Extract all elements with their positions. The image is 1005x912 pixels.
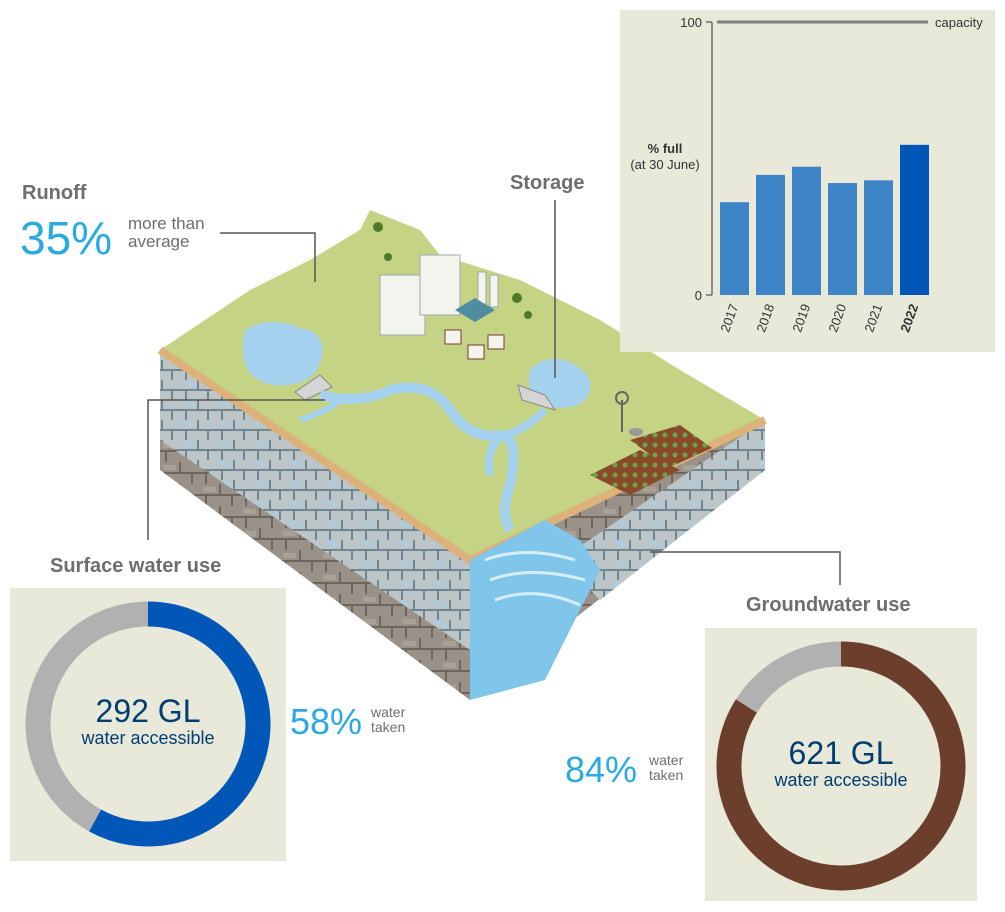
runoff-note: more than average [128, 215, 205, 251]
surface-note-line1: water [371, 704, 406, 720]
ground-note-line2: taken [649, 767, 684, 784]
bar-2020 [828, 183, 857, 295]
surface-donut-center: 292 GL water accessible [48, 693, 248, 749]
runoff-percent: 35% [20, 212, 113, 264]
capacity-label: capacity [935, 15, 983, 30]
ytick-label-0: 0 [695, 288, 702, 303]
bar-2018 [756, 174, 785, 295]
surface-note: water taken [371, 704, 406, 736]
surface-total: 292 GL [95, 693, 201, 729]
ground-heading: Groundwater use [746, 594, 911, 616]
ground-donut-center: 621 GL water accessible [741, 735, 941, 791]
xtick-label-2021: 2021 [861, 302, 885, 334]
ylabel-line2: (at 30 June) [630, 157, 699, 172]
surface-note-line2: taken [371, 719, 406, 736]
runoff-note-line1: more than [128, 214, 205, 233]
bar-2019 [792, 166, 821, 295]
groundwater-use-taken-slice [716, 641, 966, 891]
ground-total: 621 GL [788, 735, 894, 771]
xtick-label-2020: 2020 [825, 302, 849, 334]
ground-note-line1: water [649, 752, 684, 768]
storage-heading: Storage [510, 172, 585, 194]
surface-donut-panel: 292 GL water accessible [10, 588, 286, 861]
bar-2022 [900, 144, 929, 295]
xtick-label-2019: 2019 [789, 302, 813, 334]
xtick-label-2022: 2022 [897, 302, 921, 334]
xtick-label-2017: 2017 [717, 302, 741, 334]
surface-water-use-taken-slice [89, 601, 271, 847]
surface-donut-chart [25, 601, 271, 847]
bar-2021 [864, 180, 893, 295]
ground-donut-panel: 621 GL water accessible [705, 628, 977, 901]
surface-percent: 58% [290, 701, 363, 742]
runoff-note-line2: average [128, 231, 190, 251]
ylabel-line1: % full [648, 141, 683, 156]
surface-water-use-remaining-slice [25, 601, 149, 832]
runoff-heading: Runoff [22, 182, 87, 204]
xtick-label-2018: 2018 [753, 302, 777, 334]
ground-donut-chart [716, 641, 966, 891]
storage-bar-chart: 100 0 capacity % full (at 30 June) 2017 2… [630, 15, 983, 334]
ground-percent: 84% [565, 749, 638, 790]
surface-total-label: water accessible [81, 728, 215, 749]
ground-note: water taken [649, 752, 684, 784]
groundwater-use-remaining-slice [735, 641, 842, 713]
bar-2017 [720, 202, 749, 295]
storage-chart-panel: 100 0 capacity % full (at 30 June) 2017 2… [620, 10, 995, 352]
ground-total-label: water accessible [774, 770, 908, 791]
ytick-label-100: 100 [680, 15, 702, 30]
surface-heading: Surface water use [50, 555, 222, 577]
